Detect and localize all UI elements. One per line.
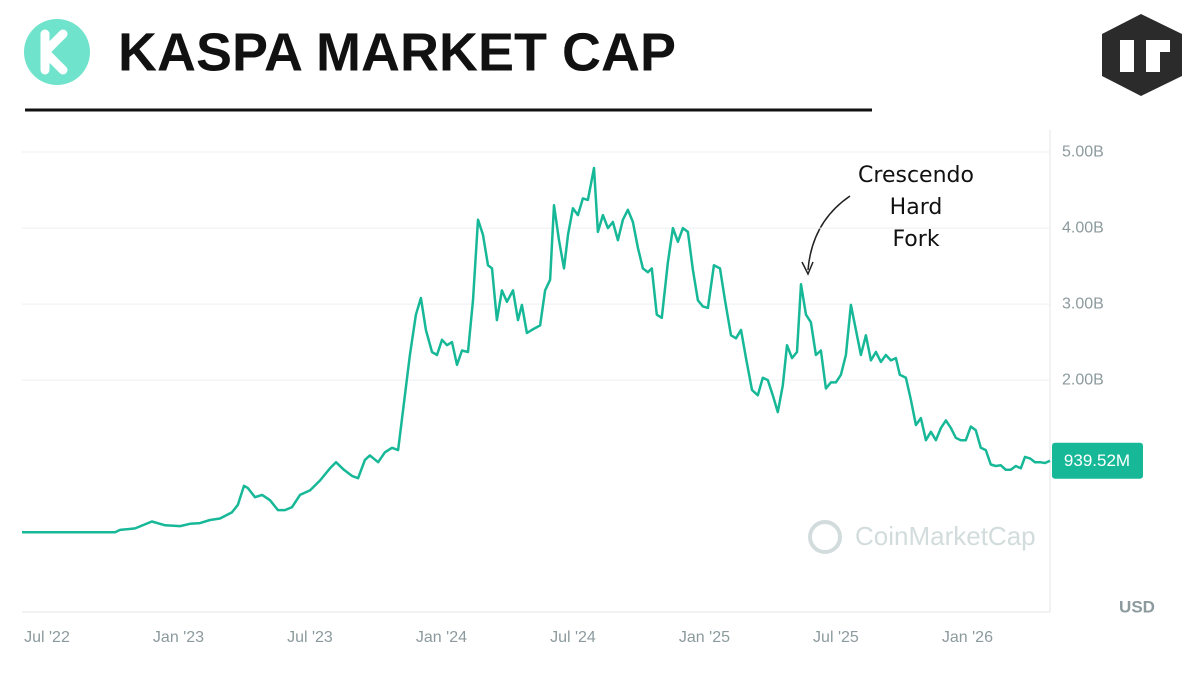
x-tick-label: Jul '23 bbox=[287, 629, 333, 646]
last-value-tag bbox=[1052, 442, 1143, 479]
x-tick-label: Jul '25 bbox=[813, 629, 859, 646]
annotation: Fork bbox=[892, 227, 939, 252]
kaspa-logo bbox=[24, 19, 90, 85]
x-tick-label: Jan '24 bbox=[416, 629, 467, 646]
x-tick-label: Jan '26 bbox=[942, 629, 993, 646]
y-tick-label: 5.00B bbox=[1062, 143, 1104, 160]
x-tick-label: Jan '25 bbox=[679, 629, 730, 646]
kaspa-logo-mark bbox=[40, 29, 68, 75]
line bbox=[22, 166, 1051, 534]
annotation-arrowhead bbox=[801, 261, 814, 276]
chart-title: KASPA MARKET CAP bbox=[118, 22, 676, 82]
y-unit-label: USD bbox=[1119, 597, 1155, 616]
watermark: CoinMarketCap bbox=[855, 521, 1036, 551]
annotation: Hard bbox=[890, 195, 943, 220]
y-tick-label: 3.00B bbox=[1062, 295, 1104, 312]
x-tick-label: Jan '23 bbox=[153, 629, 204, 646]
last-value-label: 939.52M bbox=[1064, 451, 1130, 470]
brand-logo bbox=[1102, 14, 1182, 96]
annotation: Crescendo bbox=[858, 163, 974, 188]
x-tick-label: Jul '24 bbox=[550, 629, 596, 646]
y-tick-label: 4.00B bbox=[1062, 219, 1104, 236]
y-tick-label: 2.00B bbox=[1062, 371, 1104, 388]
x-tick-label: Jul '22 bbox=[24, 629, 70, 646]
watermark-logo bbox=[808, 520, 842, 554]
annotation-arrow bbox=[807, 195, 851, 271]
brand-logo-mark bbox=[1120, 40, 1170, 72]
